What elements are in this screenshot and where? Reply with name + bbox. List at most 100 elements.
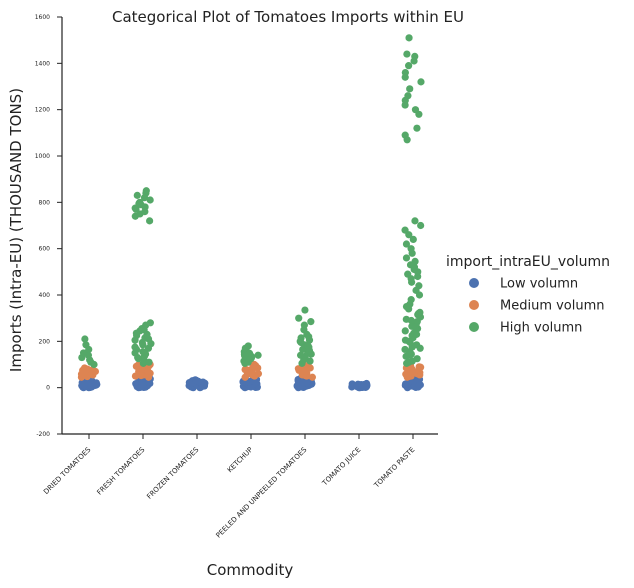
legend-marker xyxy=(469,278,479,288)
data-point xyxy=(402,240,411,248)
legend-label: Medium volumn xyxy=(500,299,605,314)
data-point xyxy=(146,319,154,327)
data-point xyxy=(307,318,315,326)
y-tick-label: 800 xyxy=(39,199,51,206)
y-ticks: -200 0 200 400 600 800 1000 1200 1400 1600 xyxy=(35,14,62,438)
y-tick-label: 1600 xyxy=(35,14,50,21)
data-point xyxy=(145,358,153,366)
data-point xyxy=(407,245,415,253)
data-point xyxy=(401,226,409,234)
y-tick-label: 1200 xyxy=(35,107,50,114)
data-point xyxy=(416,344,424,352)
data-point xyxy=(244,342,252,350)
data-point xyxy=(246,349,254,357)
data-point xyxy=(413,355,421,363)
data-point xyxy=(144,367,152,375)
data-point xyxy=(417,78,425,86)
data-point xyxy=(417,221,425,230)
data-point xyxy=(401,69,409,77)
data-point xyxy=(409,235,417,243)
data-point xyxy=(414,309,423,318)
data-point xyxy=(403,50,411,58)
data-point xyxy=(402,302,411,311)
data-point xyxy=(296,351,305,359)
data-point xyxy=(405,34,413,42)
data-point xyxy=(308,373,316,381)
x-tick-label: FROZEN TOMATOES xyxy=(145,445,200,500)
data-points xyxy=(77,34,425,392)
data-point xyxy=(304,342,312,350)
data-point xyxy=(250,363,258,371)
data-point xyxy=(406,85,414,93)
data-point xyxy=(415,381,423,389)
x-tick-label: DRIED TOMATOES xyxy=(42,445,93,496)
data-point xyxy=(142,187,150,195)
data-point xyxy=(296,337,304,345)
y-tick-label: 0 xyxy=(46,385,50,392)
data-point xyxy=(93,380,101,389)
data-point xyxy=(254,351,262,359)
data-point xyxy=(306,357,314,365)
data-point xyxy=(404,270,412,278)
data-point xyxy=(413,124,421,132)
y-tick-label: -200 xyxy=(36,431,50,438)
x-tick-label: TOMATO JUICE xyxy=(320,446,362,488)
legend: import_intraEU_volumn Low volumn Medium v… xyxy=(446,254,610,336)
chart-title: Categorical Plot of Tomatoes Imports wit… xyxy=(112,8,464,26)
data-point xyxy=(407,316,415,325)
data-point xyxy=(415,282,423,290)
data-point xyxy=(405,358,413,366)
y-tick-label: 600 xyxy=(39,246,51,253)
data-point xyxy=(133,191,141,199)
data-point xyxy=(83,372,91,381)
data-point xyxy=(405,351,413,359)
data-point xyxy=(295,379,303,387)
y-axis-title: Imports (Intra-EU) (THOUSAND TONS) xyxy=(7,88,25,372)
data-point xyxy=(295,314,303,322)
x-tick-label: FRESH TOMATOES xyxy=(96,445,147,496)
legend-label: High volumn xyxy=(500,321,582,336)
data-point xyxy=(405,62,413,70)
data-point xyxy=(411,323,419,332)
data-point xyxy=(139,348,147,356)
data-point xyxy=(241,365,249,374)
data-point xyxy=(135,199,143,208)
y-tick-label: 400 xyxy=(39,292,51,299)
data-point xyxy=(131,349,139,357)
x-tick-label: KETCHUP xyxy=(226,446,255,475)
data-point xyxy=(254,370,263,378)
data-point xyxy=(84,379,92,387)
data-point xyxy=(140,326,148,334)
data-point xyxy=(305,333,313,341)
data-point xyxy=(411,52,419,60)
data-point xyxy=(404,92,412,100)
legend-items: Low volumn Medium volumn High volumn xyxy=(469,277,605,336)
legend-label: Low volumn xyxy=(500,277,578,292)
data-point xyxy=(81,335,89,343)
data-point xyxy=(411,257,419,266)
data-point xyxy=(146,217,154,225)
y-tick-label: 1000 xyxy=(35,153,50,160)
data-point xyxy=(303,377,312,386)
data-point xyxy=(82,341,90,349)
data-point xyxy=(137,372,145,380)
data-point xyxy=(401,131,409,139)
data-point xyxy=(363,381,371,390)
data-point xyxy=(357,381,366,389)
data-point xyxy=(131,343,139,351)
data-point xyxy=(411,217,419,225)
legend-title: import_intraEU_volumn xyxy=(446,254,610,270)
data-point xyxy=(405,337,413,345)
data-point xyxy=(186,380,195,388)
data-point xyxy=(401,327,409,335)
data-point xyxy=(406,365,415,374)
y-tick-label: 200 xyxy=(39,338,51,345)
data-point xyxy=(411,106,420,114)
data-point xyxy=(79,349,88,357)
data-point xyxy=(146,196,154,204)
x-axis-title: Commodity xyxy=(207,561,294,579)
data-point xyxy=(294,365,302,373)
